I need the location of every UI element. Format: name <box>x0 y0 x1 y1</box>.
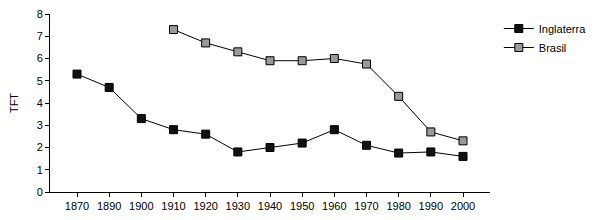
svg-text:2: 2 <box>37 141 43 153</box>
svg-text:1900: 1900 <box>129 200 153 212</box>
svg-text:5: 5 <box>37 75 43 87</box>
svg-text:2000: 2000 <box>451 200 475 212</box>
svg-text:7: 7 <box>37 30 43 42</box>
svg-text:1960: 1960 <box>322 200 346 212</box>
svg-text:TFT: TFT <box>8 93 20 113</box>
svg-text:1870: 1870 <box>65 200 89 212</box>
svg-text:Brasil: Brasil <box>539 42 567 54</box>
svg-text:1920: 1920 <box>193 200 217 212</box>
svg-text:1: 1 <box>37 164 43 176</box>
svg-text:1990: 1990 <box>419 200 443 212</box>
svg-text:1980: 1980 <box>386 200 410 212</box>
svg-text:1890: 1890 <box>97 200 121 212</box>
svg-text:1970: 1970 <box>354 200 378 212</box>
svg-text:3: 3 <box>37 119 43 131</box>
svg-text:4: 4 <box>37 97 43 109</box>
svg-text:6: 6 <box>37 52 43 64</box>
svg-text:1950: 1950 <box>290 200 314 212</box>
svg-text:Inglaterra: Inglaterra <box>539 23 586 35</box>
svg-text:1910: 1910 <box>161 200 185 212</box>
svg-text:1940: 1940 <box>258 200 282 212</box>
svg-text:8: 8 <box>37 8 43 20</box>
svg-text:1930: 1930 <box>226 200 250 212</box>
svg-text:0: 0 <box>37 186 43 198</box>
